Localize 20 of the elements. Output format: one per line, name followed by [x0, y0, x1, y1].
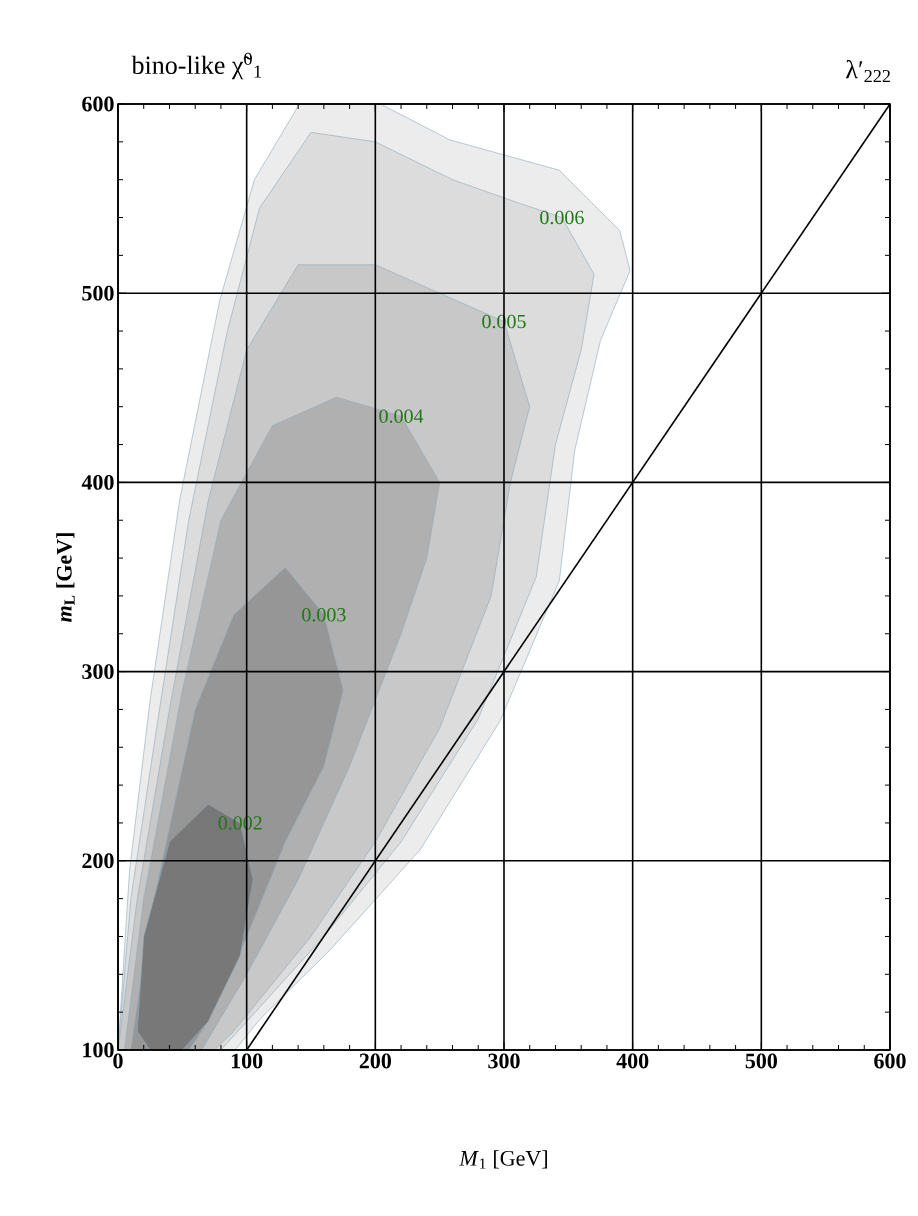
x-tick-label: 600: [874, 1053, 906, 1069]
y-tick-label: 400: [81, 474, 114, 490]
series-label: 0.006: [540, 210, 584, 225]
y-axis-title: m$_{L}$ [GeV]: [56, 533, 75, 622]
y-tick-label: 300: [82, 664, 114, 680]
y-tick-label: 200: [82, 853, 114, 869]
x-tick-label: 400: [616, 1053, 649, 1069]
series-label: 0.004: [379, 409, 424, 423]
series-label: 0.003: [302, 608, 346, 622]
x-tick-label: 100: [231, 1053, 263, 1069]
chart-title: bino-like χ̃$^{0}$1: [131, 52, 262, 80]
x-tick-label: 0: [113, 1053, 123, 1069]
x-tick-label: 500: [745, 1053, 777, 1069]
x-axis-title: M$_{1}$ [GeV]: [459, 1150, 547, 1169]
y-tick-label: 500: [82, 285, 114, 301]
y-tick-label: 100: [83, 1042, 114, 1058]
text: λ′$_{222}$: [846, 59, 890, 83]
y-tick-label: 600: [82, 96, 114, 112]
x-tick-label: 200: [359, 1053, 391, 1069]
x-tick-label: 300: [488, 1053, 520, 1069]
